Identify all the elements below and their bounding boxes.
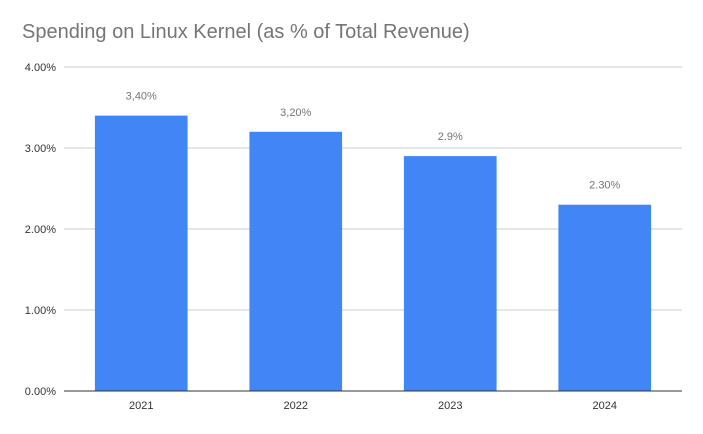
x-tick-label-2024: 2024 <box>593 400 617 412</box>
data-label-2022: 3,20% <box>280 107 311 119</box>
bar-2021 <box>94 115 188 391</box>
bars <box>94 115 652 392</box>
bar-2022 <box>249 131 343 392</box>
chart-title: Spending on Linux Kernel (as % of Total … <box>22 21 470 43</box>
data-label-2023: 2.9% <box>438 131 463 143</box>
data-labels: 3,40% 3,20% 2.9% 2.30% <box>126 91 621 192</box>
x-tick-label-2021: 2021 <box>129 400 153 412</box>
x-tick-label-2023: 2023 <box>438 400 462 412</box>
y-tick-label: 1.00% <box>25 305 56 317</box>
y-tick-label: 2.00% <box>25 224 56 236</box>
bar-2024 <box>558 204 652 391</box>
data-label-2021: 3,40% <box>126 91 157 103</box>
bar-2023 <box>403 156 497 391</box>
y-axis-tick-labels: 0.00% 1.00% 2.00% 3.00% 4.00% <box>25 62 56 398</box>
data-label-2024: 2.30% <box>589 180 620 192</box>
x-tick-label-2022: 2022 <box>284 400 308 412</box>
y-tick-label: 0.00% <box>25 386 56 398</box>
x-axis-tick-labels: 2021 2022 2023 2024 <box>129 400 617 412</box>
y-tick-label: 4.00% <box>25 62 56 74</box>
y-tick-label: 3.00% <box>25 143 56 155</box>
